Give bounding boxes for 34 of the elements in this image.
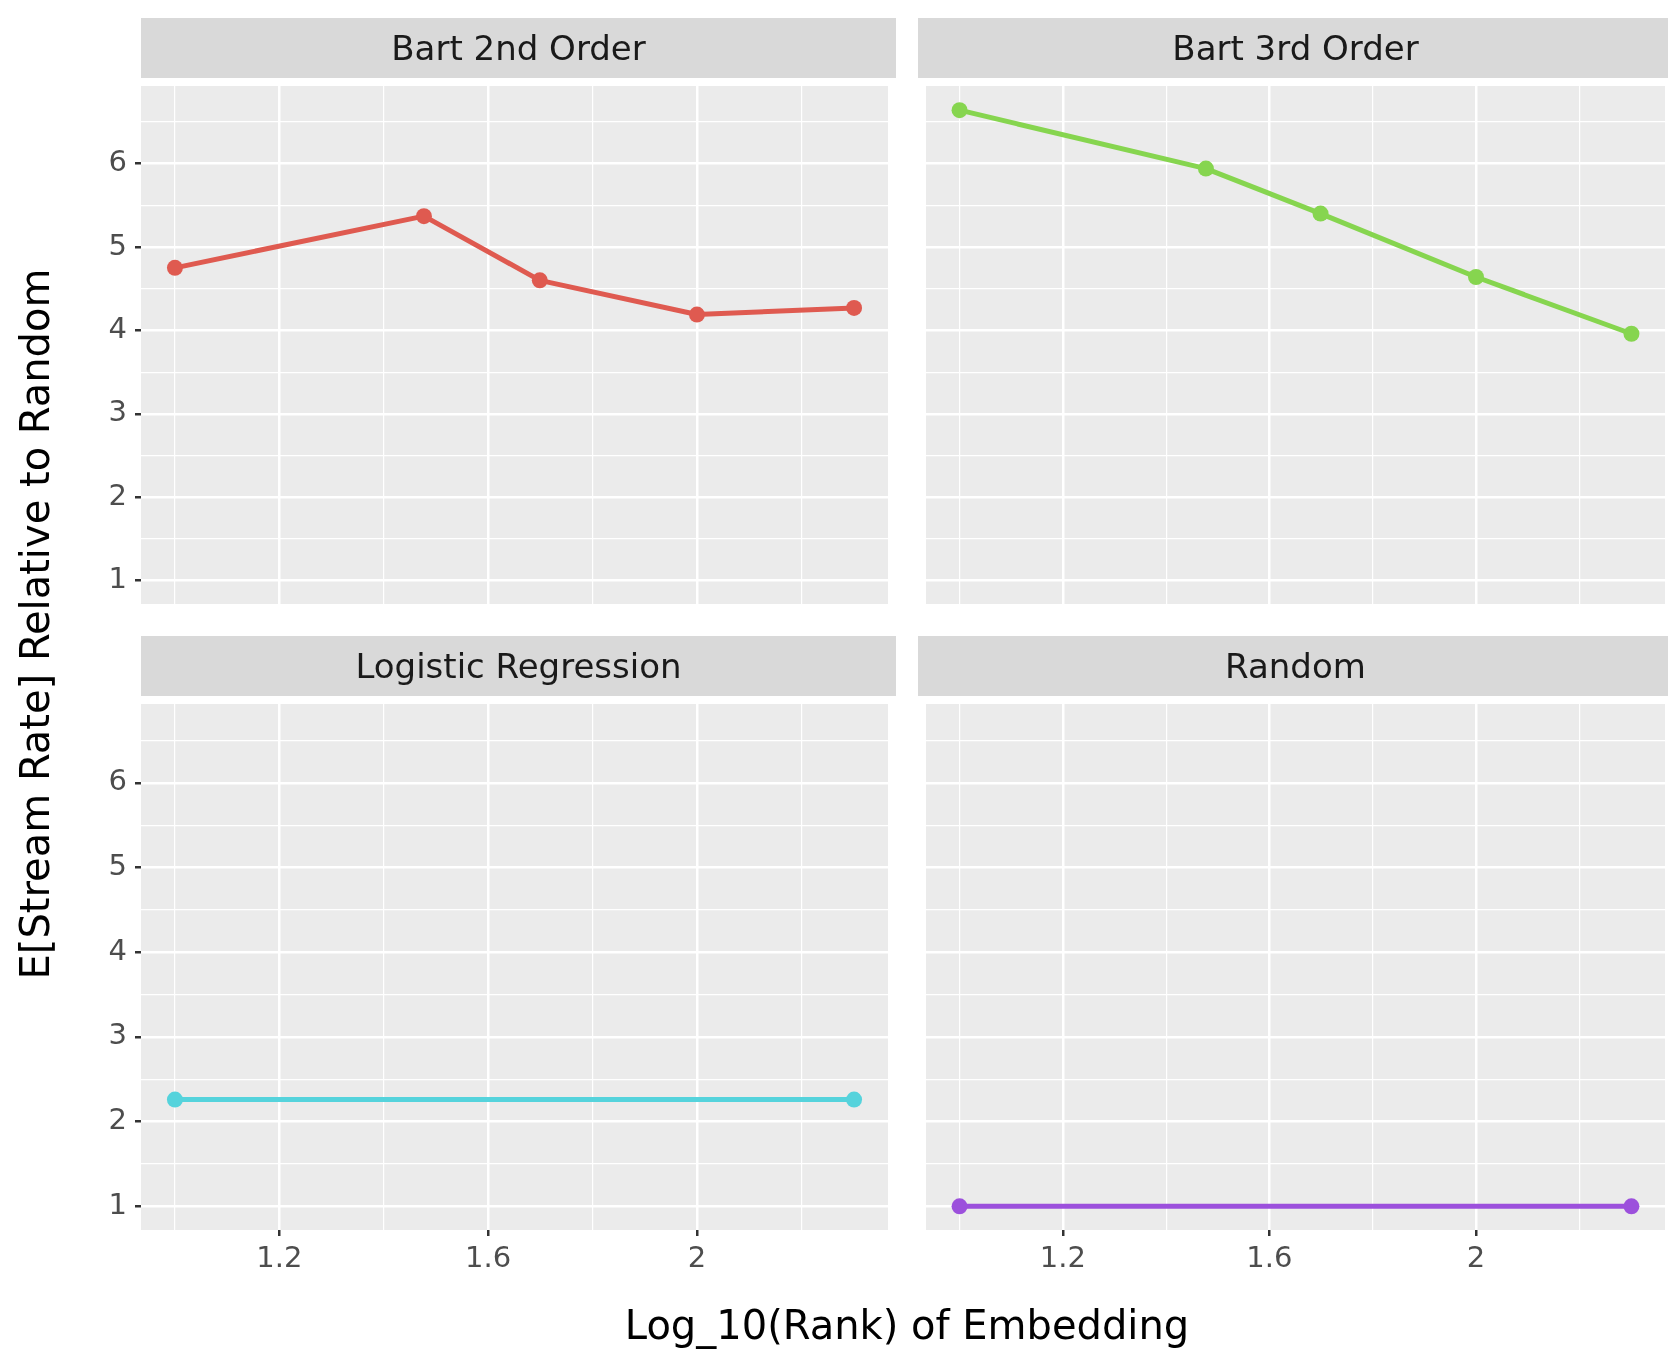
point: [951, 102, 968, 119]
point: [1467, 269, 1484, 286]
x-tick-label: 1.2: [1039, 1239, 1086, 1274]
y-tick-label: 3: [108, 394, 127, 429]
point: [846, 299, 863, 316]
y-tick-label: 5: [108, 227, 127, 262]
y-tick-label: 6: [108, 763, 127, 798]
point: [1197, 160, 1214, 177]
point: [1312, 205, 1329, 222]
y-tick-label: 6: [108, 144, 127, 179]
y-tick-label: 2: [108, 1102, 127, 1137]
x-axis-title: Log_10(Rank) of Embedding: [623, 1302, 1191, 1348]
x-tick-label: 1.6: [465, 1239, 512, 1274]
y-axis-title: E[Stream Rate] Relative to Random: [12, 268, 59, 980]
x-tick-label: 2: [687, 1239, 707, 1274]
y-tick-label: 5: [108, 848, 127, 883]
point: [415, 208, 432, 225]
chart-title: Random: [918, 636, 1668, 696]
point: [166, 259, 183, 276]
y-tick-label: 1: [108, 561, 127, 596]
y-tick-label: 4: [108, 310, 127, 345]
y-tick-label: 2: [108, 477, 127, 512]
x-tick-label: 1.6: [1246, 1239, 1293, 1274]
chart-title: Logistic Regression: [141, 636, 896, 696]
point: [531, 272, 548, 289]
y-tick-label: 1: [108, 1186, 127, 1221]
y-tick-label: 4: [108, 932, 127, 967]
y-tick-label: 3: [108, 1017, 127, 1052]
chart-title: Bart 2nd Order: [141, 18, 896, 78]
x-tick-label: 1.2: [256, 1239, 303, 1274]
x-tick-label: 2: [1466, 1239, 1486, 1274]
point: [1623, 325, 1640, 342]
chart-title: Bart 3rd Order: [918, 18, 1668, 78]
point: [688, 306, 705, 323]
